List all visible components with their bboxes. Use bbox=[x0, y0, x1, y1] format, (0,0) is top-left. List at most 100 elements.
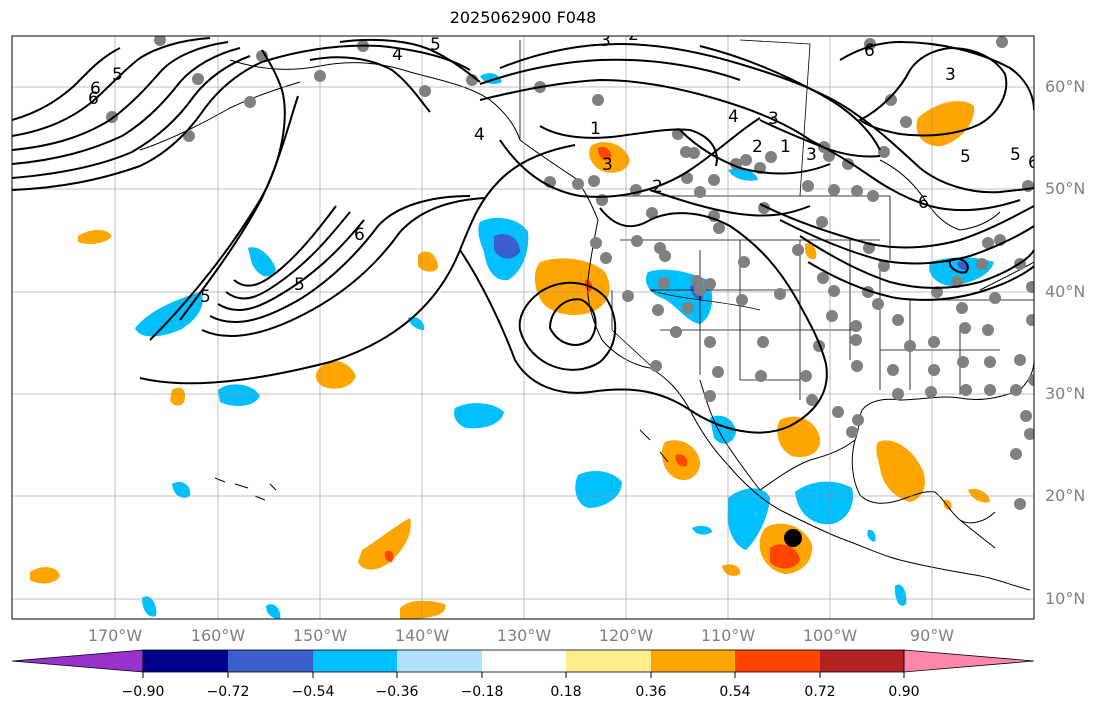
colorbar-segment bbox=[651, 650, 735, 672]
lat-label-10: 10°N bbox=[1045, 589, 1086, 608]
station-dot bbox=[828, 285, 840, 297]
station-dot bbox=[1020, 410, 1032, 422]
station-dot bbox=[256, 50, 268, 62]
station-dot bbox=[984, 384, 996, 396]
contour-label: 5 bbox=[294, 275, 305, 295]
station-dot bbox=[1014, 354, 1026, 366]
station-dot bbox=[774, 288, 786, 300]
contour-label: 5 bbox=[430, 35, 441, 55]
contour-label: 1 bbox=[780, 137, 791, 157]
contour-label: 5 bbox=[112, 65, 123, 85]
station-dot bbox=[960, 384, 972, 396]
colorbar-ticks bbox=[142, 672, 905, 678]
colorbar-tick-label: 0.72 bbox=[804, 684, 836, 700]
station-dot bbox=[892, 314, 904, 326]
map-title: 2025062900 F048 bbox=[449, 8, 597, 27]
lon-label-130w: 130°W bbox=[496, 626, 552, 645]
station-dot bbox=[154, 36, 166, 46]
contour-label: 2 bbox=[752, 137, 763, 157]
station-dot bbox=[682, 302, 694, 314]
lon-label-90w: 90°W bbox=[909, 626, 955, 645]
colorbar-segment bbox=[566, 650, 651, 672]
colorbar-segment bbox=[397, 650, 482, 672]
station-dot bbox=[802, 180, 814, 192]
contour-label: 6 bbox=[1028, 153, 1039, 173]
station-dot bbox=[713, 222, 725, 234]
colorbar-segments bbox=[11, 649, 1035, 673]
station-dot bbox=[817, 272, 829, 284]
station-dot bbox=[738, 256, 750, 268]
station-dot bbox=[816, 216, 828, 228]
station-dot bbox=[925, 386, 937, 398]
station-dot bbox=[631, 235, 643, 247]
station-dot bbox=[681, 172, 693, 184]
station-dot bbox=[736, 294, 748, 306]
station-dot bbox=[622, 290, 634, 302]
lon-label-170w: 170°W bbox=[87, 626, 143, 645]
station-dot bbox=[757, 336, 769, 348]
station-dot bbox=[192, 73, 204, 85]
colorbar-tick-label: 0.36 bbox=[635, 684, 667, 700]
contour-label: 1 bbox=[590, 119, 601, 139]
station-dot bbox=[1028, 374, 1034, 386]
station-dot bbox=[646, 207, 658, 219]
lat-label-20: 20°N bbox=[1045, 486, 1086, 505]
station-dot bbox=[851, 360, 863, 372]
lat-label-50: 50°N bbox=[1045, 179, 1086, 198]
station-dot bbox=[652, 304, 664, 316]
lat-label-40: 40°N bbox=[1045, 282, 1086, 301]
lat-label-60: 60°N bbox=[1045, 77, 1086, 96]
station-dot bbox=[600, 252, 612, 264]
station-dot bbox=[931, 286, 943, 298]
station-dot bbox=[867, 190, 879, 202]
contour-label: 5 bbox=[960, 147, 971, 167]
contour-label: 3 bbox=[602, 155, 613, 175]
station-dot bbox=[878, 146, 890, 158]
contour-label: 4 bbox=[392, 45, 403, 65]
station-dot bbox=[959, 322, 971, 334]
station-dot bbox=[691, 275, 703, 287]
lon-label-160w: 160°W bbox=[190, 626, 246, 645]
station-dot bbox=[765, 151, 777, 163]
colorbar-tick-label: −0.72 bbox=[206, 684, 250, 700]
contour-label: 6 bbox=[864, 41, 875, 61]
lon-label-110w: 110°W bbox=[700, 626, 756, 645]
station-dot bbox=[984, 356, 996, 368]
station-dot bbox=[659, 250, 671, 262]
station-dot bbox=[740, 154, 752, 166]
station-dot bbox=[1026, 281, 1034, 293]
station-dot bbox=[590, 237, 602, 249]
station-dot bbox=[806, 394, 818, 406]
station-dot bbox=[755, 370, 767, 382]
station-dot bbox=[1010, 384, 1022, 396]
station-dot bbox=[957, 356, 969, 368]
colorbar-tick-label: −0.54 bbox=[291, 684, 335, 700]
station-dot bbox=[989, 292, 1001, 304]
contour-label: 6 bbox=[90, 79, 101, 99]
station-dot bbox=[800, 370, 812, 382]
contour-label: 6 bbox=[354, 225, 365, 245]
station-dot bbox=[1024, 428, 1034, 440]
contour-label: 3 bbox=[600, 31, 611, 51]
contour-label: 3 bbox=[945, 65, 956, 85]
colorbar-tick-label: 0.18 bbox=[550, 684, 582, 700]
station-dot bbox=[928, 364, 940, 376]
station-dot bbox=[850, 334, 862, 346]
station-dot bbox=[592, 94, 604, 106]
station-dot bbox=[314, 70, 326, 82]
station-dot bbox=[887, 364, 899, 376]
station-dot bbox=[688, 147, 700, 159]
station-dot bbox=[982, 324, 994, 336]
station-dot bbox=[900, 116, 912, 128]
station-dot bbox=[823, 150, 835, 162]
contour-label: 4 bbox=[728, 107, 739, 127]
station-dot bbox=[658, 277, 670, 289]
station-dot bbox=[704, 336, 716, 348]
station-dot bbox=[572, 178, 584, 190]
station-dot bbox=[878, 260, 890, 272]
colorbar-outline bbox=[142, 649, 905, 673]
station-dot bbox=[670, 326, 682, 338]
lat-label-30: 30°N bbox=[1045, 384, 1086, 403]
contour-label: 3 bbox=[768, 109, 779, 129]
